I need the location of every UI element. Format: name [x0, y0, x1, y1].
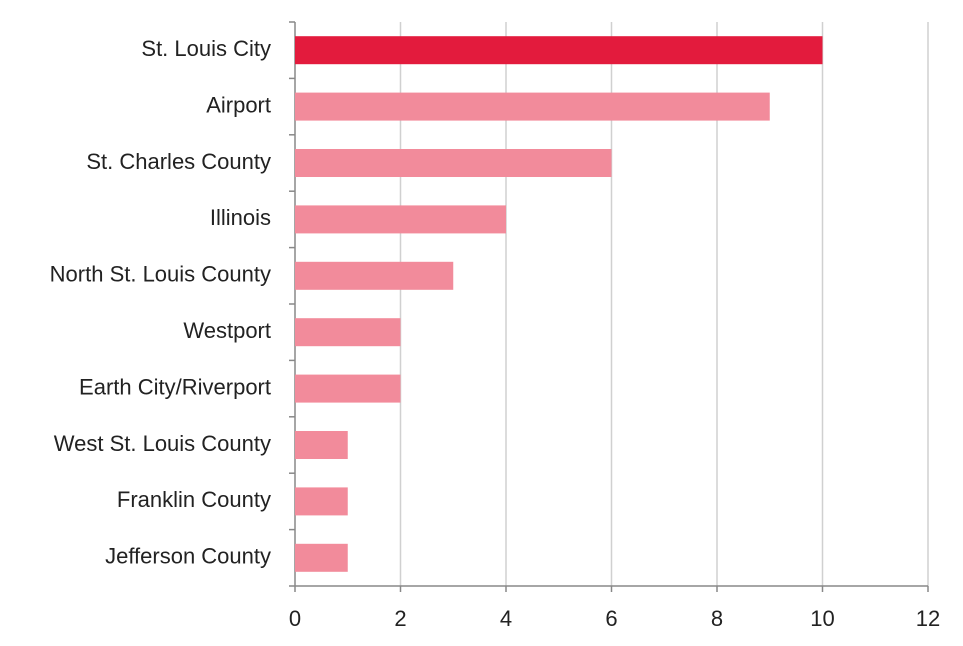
y-tick-label: West St. Louis County — [54, 431, 271, 456]
y-tick-label: North St. Louis County — [50, 262, 271, 287]
bar — [295, 487, 348, 516]
bar — [295, 374, 401, 403]
bar — [295, 36, 823, 65]
x-tick-label: 0 — [289, 606, 301, 631]
bar — [295, 205, 506, 234]
y-tick-label: Franklin County — [117, 487, 271, 512]
x-tick-label: 10 — [810, 606, 834, 631]
bar — [295, 431, 348, 459]
bar — [295, 261, 454, 290]
y-tick-label: Illinois — [210, 205, 271, 230]
x-tick-label: 12 — [916, 606, 940, 631]
x-tick-label: 8 — [711, 606, 723, 631]
y-tick-label: Earth City/Riverport — [79, 374, 271, 399]
y-tick-label: St. Charles County — [86, 149, 271, 174]
x-tick-label: 4 — [500, 606, 512, 631]
bar — [295, 149, 612, 177]
bar — [295, 92, 770, 121]
x-tick-label: 6 — [605, 606, 617, 631]
x-tick-label: 2 — [394, 606, 406, 631]
y-tick-label: St. Louis City — [141, 36, 271, 61]
y-tick-label: Airport — [206, 92, 271, 117]
y-tick-label: Westport — [183, 318, 271, 343]
bar — [295, 543, 348, 572]
bar — [295, 318, 401, 347]
y-tick-label: Jefferson County — [105, 544, 271, 569]
